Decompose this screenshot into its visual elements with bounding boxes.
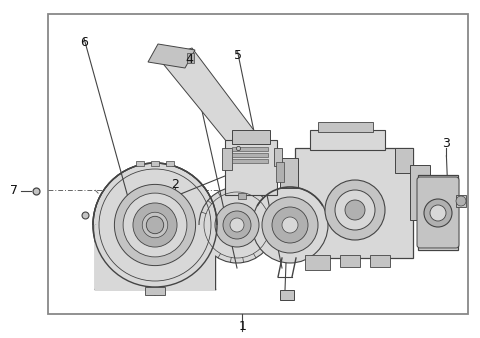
- Bar: [318, 122, 373, 132]
- Ellipse shape: [146, 216, 164, 234]
- Text: 5: 5: [234, 49, 241, 62]
- Bar: [95, 225, 215, 291]
- Ellipse shape: [272, 207, 308, 243]
- Bar: [280, 158, 298, 188]
- Ellipse shape: [223, 211, 251, 239]
- Bar: [274, 148, 282, 166]
- Ellipse shape: [345, 200, 365, 220]
- Bar: [418, 175, 458, 250]
- Bar: [232, 130, 270, 144]
- Bar: [232, 147, 268, 151]
- Ellipse shape: [123, 193, 187, 257]
- Text: 7: 7: [11, 185, 18, 197]
- Bar: [166, 161, 174, 166]
- Bar: [340, 255, 360, 267]
- Bar: [238, 193, 246, 199]
- Ellipse shape: [335, 190, 375, 230]
- Bar: [187, 53, 194, 63]
- Bar: [222, 148, 232, 170]
- Text: 1: 1: [239, 320, 246, 333]
- Bar: [410, 165, 430, 220]
- Bar: [370, 255, 390, 267]
- Ellipse shape: [424, 199, 452, 227]
- Ellipse shape: [215, 203, 259, 247]
- Bar: [305, 255, 330, 270]
- Bar: [295, 148, 413, 258]
- Ellipse shape: [114, 185, 196, 266]
- Text: 3: 3: [443, 137, 450, 150]
- Text: 6: 6: [80, 36, 88, 49]
- Ellipse shape: [252, 187, 328, 263]
- Ellipse shape: [325, 180, 385, 240]
- Ellipse shape: [133, 203, 177, 247]
- Ellipse shape: [430, 205, 446, 221]
- Bar: [225, 140, 277, 195]
- Bar: [456, 195, 466, 207]
- Ellipse shape: [93, 163, 217, 287]
- Text: 4: 4: [186, 53, 193, 66]
- Polygon shape: [148, 44, 195, 68]
- Bar: [151, 161, 159, 166]
- Bar: [232, 153, 268, 157]
- Bar: [232, 159, 268, 163]
- Bar: [395, 148, 413, 173]
- Polygon shape: [160, 48, 265, 158]
- Bar: [48, 14, 468, 314]
- Bar: [276, 162, 284, 182]
- Ellipse shape: [142, 212, 168, 238]
- Bar: [136, 161, 144, 166]
- Text: 2: 2: [171, 178, 179, 191]
- Ellipse shape: [282, 217, 298, 233]
- Ellipse shape: [262, 197, 318, 253]
- Bar: [145, 287, 165, 295]
- Bar: [310, 130, 385, 150]
- FancyBboxPatch shape: [417, 177, 459, 248]
- Ellipse shape: [230, 218, 244, 232]
- Bar: [280, 290, 294, 300]
- Ellipse shape: [199, 187, 275, 263]
- Ellipse shape: [456, 196, 466, 206]
